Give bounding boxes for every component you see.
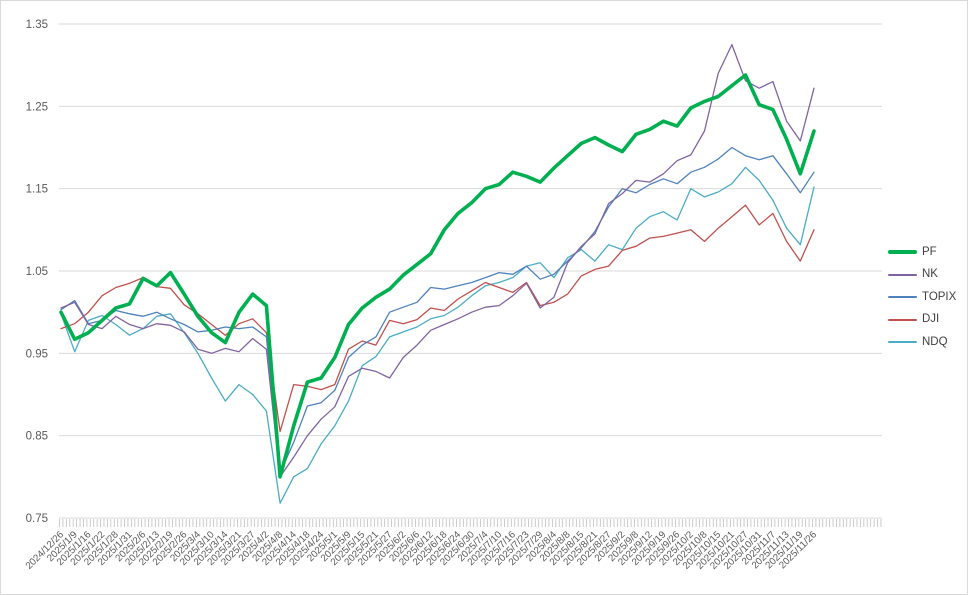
series-line-dji <box>60 204 815 433</box>
legend-label: NDQ <box>922 335 948 348</box>
dji-line-swatch <box>888 318 917 321</box>
y-axis-tick-label: 0.85 <box>26 431 48 443</box>
y-axis-tick-label: 0.95 <box>26 348 48 360</box>
series-line-topix <box>60 146 815 474</box>
topix-line-swatch <box>888 296 917 299</box>
legend-label: PF <box>922 245 937 258</box>
legend-item-pf: PF <box>888 241 956 264</box>
legend-item-dji: DJI <box>888 309 956 332</box>
legend-item-ndq: NDQ <box>888 331 956 354</box>
legend-item-nk: NK <box>888 264 956 287</box>
series-line-pf <box>59 73 816 479</box>
y-axis-tick-label: 1.35 <box>26 19 48 31</box>
series-line-nk <box>60 43 815 478</box>
y-axis-tick-label: 1.05 <box>26 266 48 278</box>
ndq-line-swatch <box>888 341 917 344</box>
series-line-ndq <box>60 166 815 504</box>
chart-legend: PF NK TOPIX DJI NDQ <box>888 241 956 354</box>
nk-line-swatch <box>888 273 917 276</box>
legend-label: NK <box>922 268 938 280</box>
pf-line-swatch <box>888 250 917 255</box>
y-axis-tick-label: 0.75 <box>26 513 48 525</box>
legend-item-topix: TOPIX <box>888 286 956 309</box>
legend-label: TOPIX <box>922 290 957 303</box>
legend-label: DJI <box>922 313 940 325</box>
y-axis-tick-label: 1.15 <box>26 184 48 196</box>
y-axis-tick-label: 1.25 <box>26 101 48 113</box>
